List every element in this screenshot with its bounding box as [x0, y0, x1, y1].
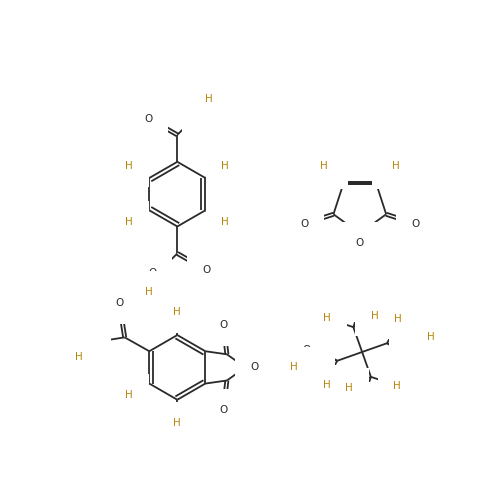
Text: O: O	[149, 268, 157, 278]
Text: H: H	[392, 161, 400, 171]
Text: H: H	[125, 390, 133, 400]
Text: H: H	[325, 163, 332, 173]
Text: H: H	[125, 161, 133, 171]
Text: O: O	[144, 114, 152, 124]
Text: H: H	[205, 95, 213, 104]
Text: H: H	[393, 381, 401, 391]
Text: H: H	[290, 362, 298, 372]
Text: O: O	[356, 238, 364, 248]
Text: O: O	[86, 336, 95, 346]
Text: O: O	[198, 110, 206, 121]
Text: O: O	[219, 404, 228, 414]
Text: H: H	[125, 217, 133, 227]
Text: O: O	[250, 362, 259, 372]
Text: H: H	[345, 384, 353, 394]
Text: H: H	[320, 161, 328, 171]
Text: O: O	[412, 219, 419, 229]
Text: H: H	[145, 287, 153, 297]
Text: H: H	[323, 313, 331, 323]
Text: H: H	[75, 351, 83, 362]
Text: H: H	[405, 353, 413, 364]
Text: H: H	[173, 418, 181, 428]
Text: O: O	[302, 346, 310, 355]
Text: H: H	[359, 296, 366, 306]
Text: H: H	[312, 341, 320, 350]
Text: O: O	[115, 298, 123, 308]
Text: H: H	[358, 398, 365, 408]
Text: H: H	[394, 313, 402, 324]
Text: O: O	[300, 219, 308, 229]
Text: O: O	[414, 348, 422, 358]
Text: H: H	[426, 332, 434, 342]
Text: H: H	[222, 217, 229, 227]
Text: H: H	[323, 381, 331, 391]
Text: H: H	[387, 163, 395, 173]
Text: H: H	[371, 310, 379, 321]
Text: H: H	[222, 161, 229, 171]
Text: O: O	[202, 265, 211, 275]
Text: O: O	[219, 320, 228, 330]
Text: H: H	[173, 307, 181, 317]
